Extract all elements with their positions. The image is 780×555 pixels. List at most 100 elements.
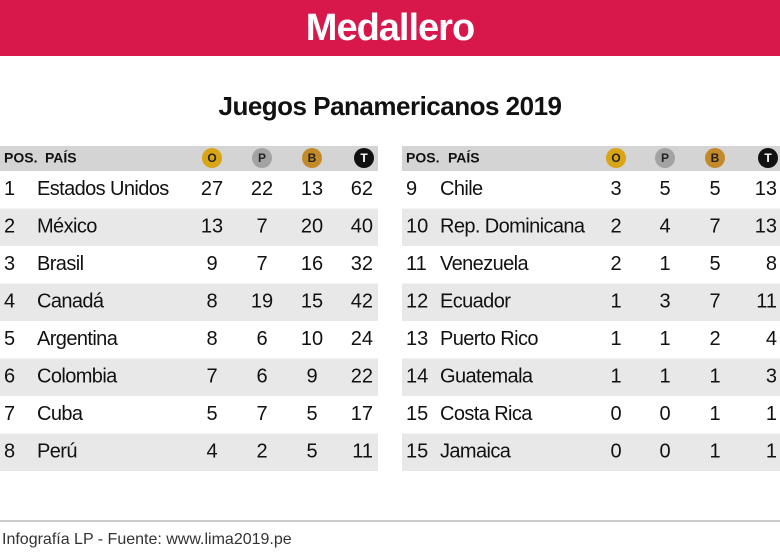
title: Medallero [306, 7, 474, 49]
medal-count: 13 [755, 178, 777, 200]
position: 13 [406, 328, 428, 350]
medal-count: 11 [352, 441, 373, 463]
country: México [37, 216, 97, 238]
position: 14 [406, 366, 428, 388]
medal-icon [202, 148, 222, 168]
medal-count: 27 [201, 178, 223, 200]
position: 8 [4, 441, 15, 463]
column-header: P [258, 151, 266, 165]
country: Estados Unidos [37, 178, 169, 200]
column-header: PAÍS [45, 150, 77, 166]
row-stripe [0, 283, 378, 321]
medal-count: 1 [766, 441, 777, 463]
medal-count: 5 [709, 253, 720, 275]
position: 6 [4, 366, 15, 388]
country: Jamaica [440, 441, 512, 463]
medal-count: 24 [351, 328, 373, 350]
medal-count: 9 [306, 366, 317, 388]
position: 9 [406, 178, 417, 200]
medal-count: 17 [351, 403, 373, 425]
medal-count: 8 [206, 291, 217, 313]
subtitle: Juegos Panamericanos 2019 [218, 91, 561, 121]
medal-count: 2 [610, 216, 621, 238]
medal-count: 1 [659, 366, 670, 388]
position: 5 [4, 328, 15, 350]
medal-count: 13 [301, 178, 323, 200]
row-stripe [0, 208, 378, 246]
medal-count: 42 [351, 291, 373, 313]
row-stripe [0, 358, 378, 396]
position: 15 [406, 403, 428, 425]
medal-count: 13 [755, 216, 777, 238]
medal-count: 62 [351, 178, 373, 200]
medal-count: 1 [610, 291, 621, 313]
medal-count: 7 [709, 291, 720, 313]
medal-icon [655, 148, 675, 168]
medal-count: 7 [709, 216, 720, 238]
medal-count: 0 [610, 441, 621, 463]
medal-count: 3 [659, 291, 670, 313]
country: Perú [37, 441, 77, 463]
medal-count: 8 [206, 328, 217, 350]
medal-count: 1 [659, 328, 670, 350]
medal-count: 6 [256, 366, 267, 388]
country: Puerto Rico [440, 328, 538, 350]
row-stripe [402, 208, 780, 246]
row-stripe [0, 433, 378, 471]
medal-count: 2 [256, 441, 267, 463]
medal-count: 5 [709, 178, 720, 200]
country: Venezuela [440, 253, 529, 275]
country: Chile [440, 178, 483, 200]
medal-count: 0 [659, 403, 670, 425]
position: 12 [406, 291, 428, 313]
position: 7 [4, 403, 15, 425]
country: Rep. Dominicana [440, 216, 586, 238]
medal-count: 5 [659, 178, 670, 200]
medal-count: 8 [766, 253, 777, 275]
country: Brasil [37, 253, 84, 275]
column-header: O [611, 151, 620, 165]
medal-count: 6 [256, 328, 267, 350]
medal-count: 1 [709, 441, 720, 463]
medal-count: 1 [610, 328, 621, 350]
position: 10 [406, 216, 428, 238]
medal-count: 7 [256, 253, 267, 275]
country: Ecuador [440, 291, 511, 313]
medal-count: 16 [301, 253, 323, 275]
medal-count: 0 [610, 403, 621, 425]
medal-count: 7 [206, 366, 217, 388]
header-bar [0, 0, 780, 56]
medal-count: 5 [206, 403, 217, 425]
medal-count: 4 [766, 328, 777, 350]
medal-count: 11 [756, 291, 777, 313]
medal-count: 3 [766, 366, 777, 388]
position: 1 [4, 178, 15, 200]
medal-icon [705, 148, 725, 168]
medal-count: 7 [256, 403, 267, 425]
medal-count: 1 [709, 366, 720, 388]
medal-count: 20 [301, 216, 323, 238]
medal-count: 0 [659, 441, 670, 463]
medal-count: 1 [709, 403, 720, 425]
medal-icon [252, 148, 272, 168]
medal-count: 3 [610, 178, 621, 200]
medal-count: 10 [301, 328, 323, 350]
column-header: PAÍS [448, 150, 480, 166]
row-stripe [402, 283, 780, 321]
row-stripe [402, 433, 780, 471]
position: 15 [406, 441, 428, 463]
medal-icon [302, 148, 322, 168]
medal-count: 1 [659, 253, 670, 275]
medal-count: 5 [306, 441, 317, 463]
position: 3 [4, 253, 15, 275]
column-header: B [308, 151, 317, 165]
medal-count: 5 [306, 403, 317, 425]
country: Guatemala [440, 366, 534, 388]
medal-count: 2 [709, 328, 720, 350]
medal-count: 1 [766, 403, 777, 425]
row-stripe [402, 358, 780, 396]
medal-count: 4 [659, 216, 670, 238]
medal-count: 2 [610, 253, 621, 275]
medal-count: 1 [610, 366, 621, 388]
